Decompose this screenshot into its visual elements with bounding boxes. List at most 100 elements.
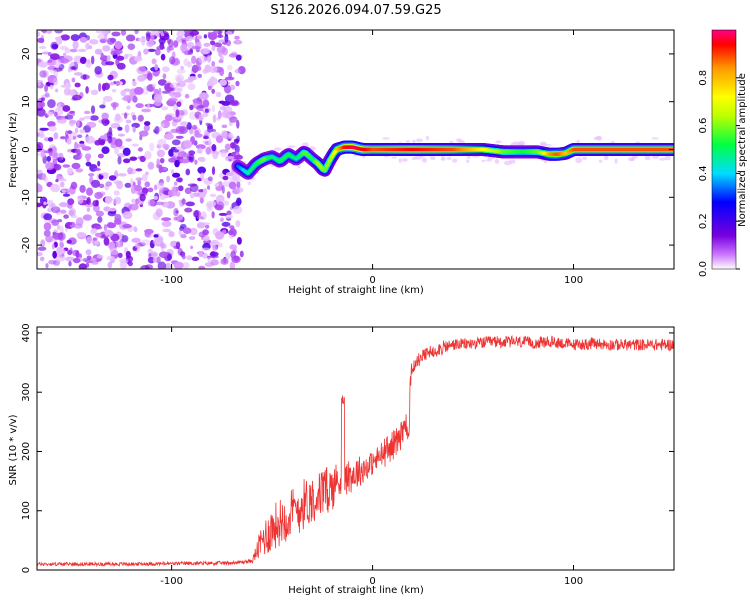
ridge-halo-speckle xyxy=(421,157,427,163)
noise-speckle xyxy=(78,263,87,269)
noise-speckle xyxy=(61,189,66,194)
ridge-halo-speckle xyxy=(287,145,296,148)
noise-speckle xyxy=(186,255,193,261)
noise-speckle xyxy=(220,217,224,222)
noise-speckle xyxy=(189,192,195,199)
noise-speckle xyxy=(175,109,180,118)
noise-speckle xyxy=(202,252,208,259)
noise-speckle xyxy=(154,48,161,56)
noise-speckle xyxy=(54,30,63,34)
x-tick-label: 100 xyxy=(564,576,583,587)
colorbar: 0.0 0.2 0.4 0.6 0.8 Normalized spectral ampl… xyxy=(698,29,748,277)
noise-speckle xyxy=(199,197,204,204)
noise-speckle xyxy=(214,183,220,187)
noise-speckle xyxy=(147,257,155,264)
noise-speckle xyxy=(221,110,230,118)
noise-speckle xyxy=(108,241,115,250)
noise-speckle xyxy=(172,172,181,178)
noise-speckle xyxy=(200,222,210,226)
noise-speckle xyxy=(79,144,86,148)
noise-speckle xyxy=(97,33,106,40)
noise-speckle xyxy=(85,135,95,144)
noise-speckle xyxy=(120,90,127,97)
ridge-halo-speckle xyxy=(503,160,512,166)
noise-speckle xyxy=(114,146,119,155)
noise-speckle xyxy=(90,228,98,234)
ridge-halo-speckle xyxy=(575,157,583,164)
ridge-halo-speckle xyxy=(576,139,580,144)
noise-speckle xyxy=(62,193,71,197)
noise-speckle xyxy=(67,67,71,73)
noise-speckle xyxy=(233,39,243,45)
noise-speckle xyxy=(68,210,75,216)
noise-speckle xyxy=(117,173,127,177)
noise-speckle xyxy=(211,104,215,113)
ridge-halo-speckle xyxy=(614,158,618,164)
noise-speckle xyxy=(134,55,143,62)
noise-speckle xyxy=(205,122,210,126)
noise-speckle xyxy=(45,235,53,243)
noise-speckle xyxy=(123,94,134,99)
noise-speckle xyxy=(37,246,47,251)
noise-speckle xyxy=(37,252,43,257)
noise-speckle xyxy=(170,169,175,174)
noise-speckle xyxy=(76,143,80,149)
noise-speckle xyxy=(211,61,216,67)
noise-speckle xyxy=(212,114,217,123)
noise-speckle xyxy=(218,39,227,43)
ridge-halo-speckle xyxy=(430,156,436,161)
noise-speckle xyxy=(162,73,167,80)
noise-speckle xyxy=(37,31,41,37)
noise-speckle xyxy=(86,121,97,128)
noise-speckle xyxy=(42,30,47,34)
noise-speckle xyxy=(185,201,195,207)
ridge-halo-speckle xyxy=(401,158,408,162)
spectrogram-noise-region xyxy=(37,30,672,269)
noise-speckle xyxy=(37,184,43,193)
noise-speckle xyxy=(209,193,217,198)
noise-speckle xyxy=(66,138,72,145)
noise-speckle xyxy=(56,36,63,45)
ridge-halo-speckle xyxy=(485,159,493,162)
noise-speckle xyxy=(207,256,211,263)
noise-speckle xyxy=(86,198,90,204)
ridge-halo-speckle xyxy=(425,135,430,141)
noise-speckle xyxy=(82,74,87,80)
noise-speckle xyxy=(219,67,225,77)
snr-x-axis: -100 0 100 xyxy=(160,327,583,587)
colorbar-label: Normalized spectral amplitude xyxy=(737,73,748,227)
y-tick-label: 0 xyxy=(21,567,32,573)
noise-speckle xyxy=(175,125,185,135)
noise-speckle xyxy=(151,58,157,65)
noise-speckle xyxy=(161,106,169,111)
noise-speckle xyxy=(43,201,47,205)
noise-speckle xyxy=(79,36,88,43)
noise-speckle xyxy=(129,156,138,161)
noise-speckle xyxy=(202,229,210,236)
noise-speckle xyxy=(224,143,231,151)
noise-speckle xyxy=(199,156,206,163)
noise-speckle xyxy=(139,155,146,163)
noise-speckle xyxy=(179,121,188,127)
noise-speckle xyxy=(95,30,106,34)
noise-speckle xyxy=(84,110,91,115)
noise-speckle xyxy=(169,56,176,65)
noise-speckle xyxy=(39,70,47,78)
noise-speckle xyxy=(197,166,206,174)
snr-x-label: Height of straight line (km) xyxy=(288,585,424,596)
noise-speckle xyxy=(57,118,67,124)
noise-speckle xyxy=(104,228,109,237)
noise-speckle xyxy=(46,111,54,117)
noise-speckle xyxy=(196,216,205,220)
noise-speckle xyxy=(104,119,110,125)
noise-speckle xyxy=(211,211,215,219)
noise-speckle xyxy=(127,261,133,267)
noise-speckle xyxy=(70,49,77,53)
noise-speckle xyxy=(229,225,235,229)
noise-speckle xyxy=(210,40,216,46)
noise-speckle xyxy=(236,181,241,189)
noise-speckle xyxy=(156,158,160,167)
colorbar-gradient xyxy=(712,30,736,269)
noise-speckle xyxy=(229,261,236,269)
spectrogram-x-label: Height of straight line (km) xyxy=(288,285,424,296)
